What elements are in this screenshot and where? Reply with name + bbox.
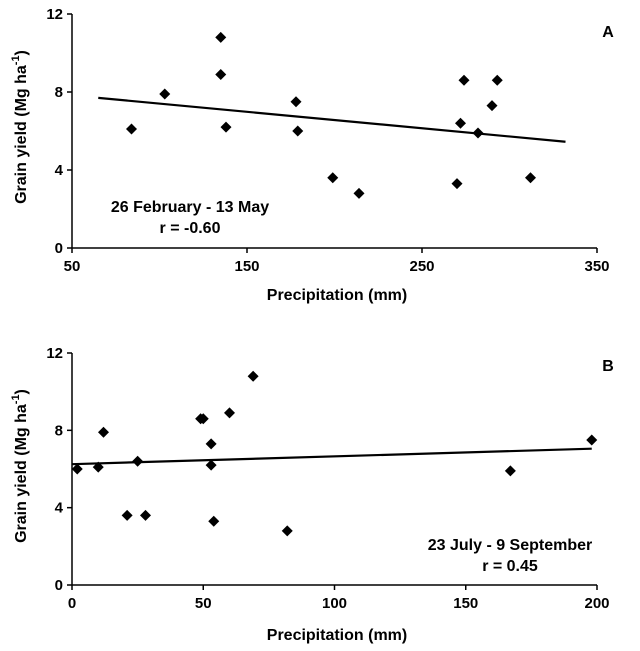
panel-a-annotation-period: 26 February - 13 May: [111, 199, 269, 216]
panel-b-y-tick-label: 8: [55, 422, 63, 439]
panel-b-data-point: [205, 459, 217, 471]
panel-a-data-point: [215, 31, 227, 43]
panel-b-y-tick-label: 0: [55, 577, 63, 594]
panel-a-data-point: [126, 123, 137, 135]
panel-b-annotation-period: 23 July - 9 September: [428, 537, 593, 554]
panel-a-data-point: [458, 74, 470, 86]
panel-b-data-point: [208, 515, 220, 527]
panel-b-data-point: [92, 461, 104, 473]
panel-b-data-point: [504, 465, 516, 477]
panel-a-data-point: [451, 178, 463, 190]
panel-b-data-point: [247, 370, 259, 382]
panel-b-data-point: [71, 463, 83, 475]
panel-a-data-point: [292, 125, 304, 137]
panel-a-data-point: [472, 127, 484, 139]
panel-a-y-axis-label: Grain yield (Mg ha-1): [10, 50, 30, 204]
panel-b-y-tick-label: 12: [46, 345, 63, 362]
panel-b-data-point: [281, 525, 293, 537]
panel-a-y-tick-label: 8: [55, 84, 63, 101]
panel-a-data-point: [486, 100, 498, 112]
panel-a-data-point: [525, 172, 536, 184]
panel-a-y-tick-label: 4: [55, 162, 64, 179]
panel-a-data-point: [327, 172, 339, 184]
panel-a-data-point: [220, 121, 232, 133]
panel-b-data-point: [205, 438, 217, 450]
panel-a-data-point: [353, 187, 365, 199]
panel-b-x-tick-label: 100: [322, 595, 347, 612]
panel-a-data-point: [159, 88, 171, 100]
panel-a-data-point: [455, 117, 466, 129]
panel-b-x-tick-label: 200: [584, 595, 609, 612]
panel-a-x-tick-label: 150: [234, 258, 259, 275]
panel-b: 0 4 8 12 0 50 100 150 200 B 23 July - 9 Septembe…: [10, 345, 614, 644]
panel-b-data-point: [121, 509, 133, 521]
panel-b-x-tick-label: 0: [68, 595, 76, 612]
panel-a-data-point: [491, 74, 503, 86]
panel-b-data-point: [224, 407, 235, 419]
panel-a-data-point: [215, 68, 227, 80]
panel-b-data-point: [140, 509, 151, 521]
panel-a-label: A: [602, 24, 614, 41]
panel-b-label: B: [602, 358, 614, 375]
panel-b-data-point: [586, 434, 598, 446]
panel-b-annotation-r: r = 0.45: [482, 558, 538, 575]
panel-a-annotation-r: r = -0.60: [160, 220, 221, 237]
panel-a-y-tick-label: 12: [46, 6, 63, 23]
panel-b-x-axis-label: Precipitation (mm): [267, 627, 407, 644]
panel-b-data-point: [98, 426, 109, 438]
panel-b-data-point: [197, 413, 209, 425]
panel-a-data-point: [290, 96, 302, 108]
panel-b-y-tick-label: 4: [55, 500, 64, 517]
panel-b-y-axis-label: Grain yield (Mg ha-1): [10, 389, 30, 543]
panel-b-trend-line: [71, 447, 592, 466]
panel-a-trend-line: [98, 96, 566, 143]
panel-a-x-tick-label: 250: [409, 258, 434, 275]
panel-a-x-axis-label: Precipitation (mm): [267, 287, 407, 304]
panel-b-data-point: [132, 455, 144, 467]
panel-b-x-tick-label: 50: [195, 595, 212, 612]
panel-a-x-tick-label: 350: [584, 258, 609, 275]
panel-a-y-tick-label: 0: [55, 240, 63, 257]
panel-a-x-tick-label: 50: [64, 258, 81, 275]
panel-b-x-tick-label: 150: [453, 595, 478, 612]
